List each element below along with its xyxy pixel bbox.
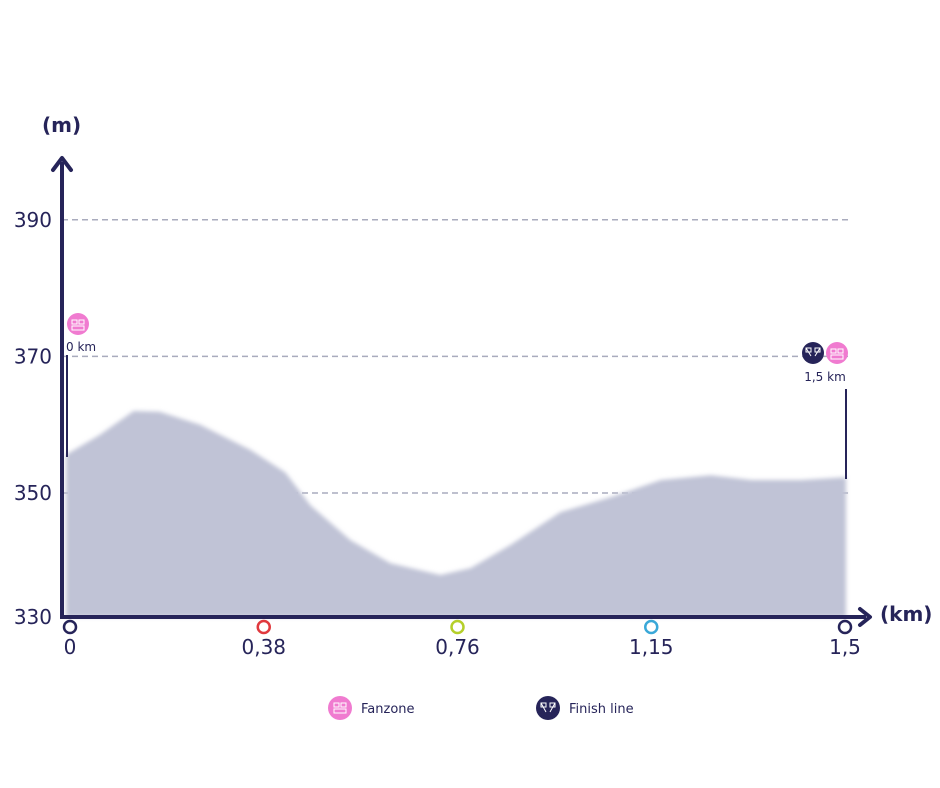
legend-item-fanzone: Fanzone	[328, 696, 415, 720]
y-tick-label: 390	[14, 208, 52, 232]
legend-label: Finish line	[569, 702, 634, 717]
x-tick-label: 0	[64, 635, 77, 659]
x-tick-label: 0,76	[435, 635, 480, 659]
y-tick-label: 370	[14, 344, 52, 368]
x-tick-label: 1,5	[829, 635, 861, 659]
y-axis-arrow	[51, 156, 73, 172]
finish-line-icon	[536, 696, 560, 720]
x-tick-marker	[837, 619, 853, 635]
finish-marker: 1,5 km	[802, 342, 848, 479]
start-km-label: 0 km	[66, 340, 96, 354]
fanzone-icon	[67, 313, 89, 335]
x-axis-ticks: 0 0,38 0,76 1,15 1,5	[62, 619, 861, 659]
finish-line-icon	[802, 342, 824, 364]
x-tick-marker	[62, 619, 78, 635]
x-tick-label: 1,15	[629, 635, 674, 659]
y-axis-ticks: 330 350 370 390	[14, 208, 52, 629]
finish-km-label: 1,5 km	[804, 370, 846, 384]
y-tick-label: 330	[14, 605, 52, 629]
elevation-area	[66, 411, 846, 617]
y-tick-label: 350	[14, 481, 52, 505]
x-tick-marker	[450, 619, 465, 635]
x-axis-arrow	[858, 607, 872, 627]
x-tick-marker	[256, 619, 271, 635]
x-tick-label: 0,38	[241, 635, 286, 659]
y-axis-label: (m)	[42, 113, 81, 137]
legend: Fanzone Finish line	[328, 696, 634, 720]
legend-item-finish-line: Finish line	[536, 696, 634, 720]
x-tick-marker	[644, 619, 659, 635]
start-marker: 0 km	[66, 313, 96, 457]
x-axis-label: (km)	[880, 602, 932, 626]
fanzone-icon	[328, 696, 352, 720]
fanzone-icon	[826, 342, 848, 364]
legend-label: Fanzone	[361, 702, 415, 717]
